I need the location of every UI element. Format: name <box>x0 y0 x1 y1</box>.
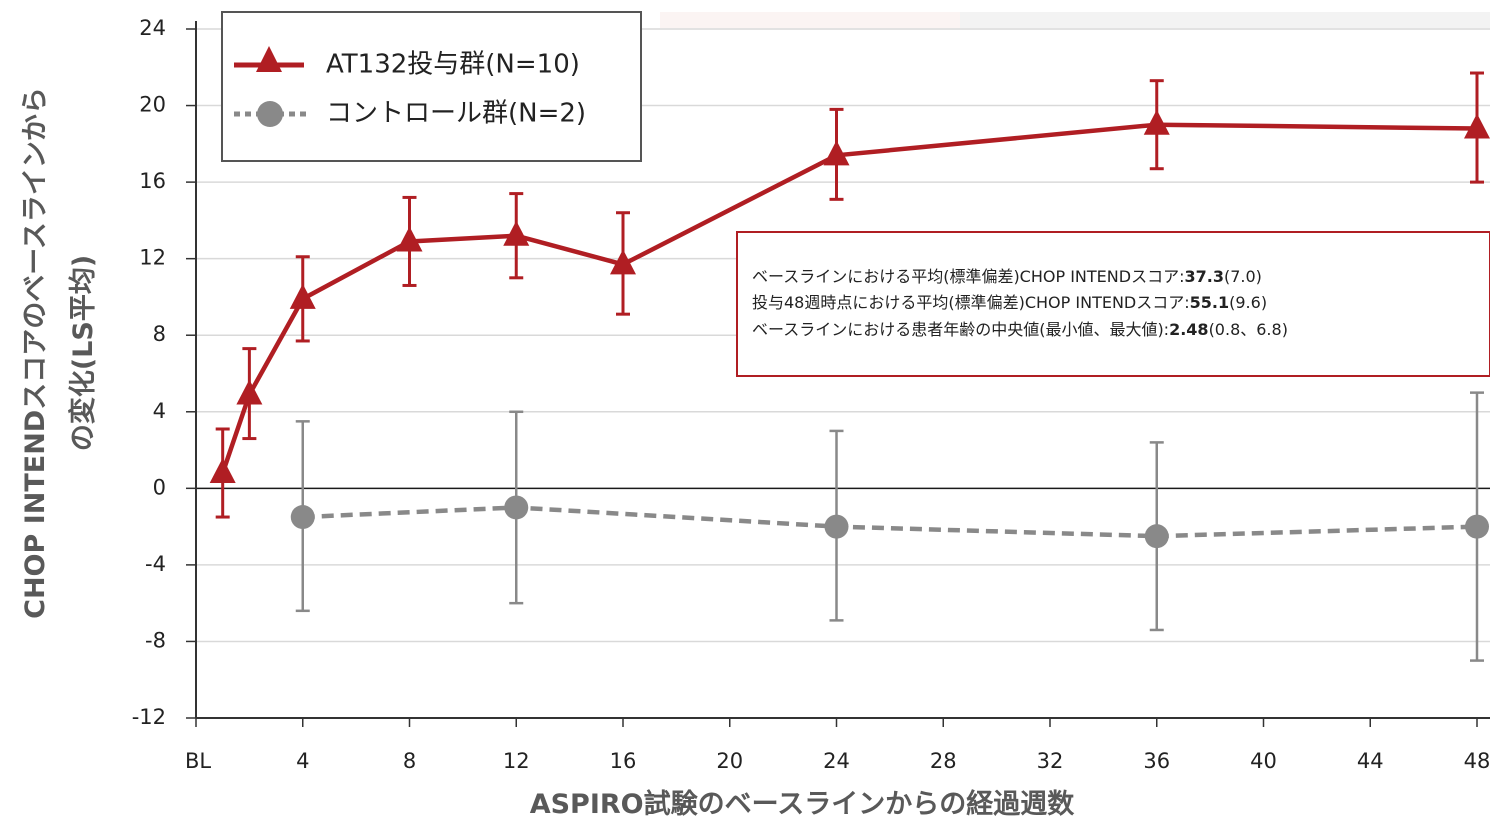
x-tick-label: 16 <box>610 749 637 773</box>
data-point-circle <box>1465 514 1489 539</box>
y-tick-label: 20 <box>139 93 166 117</box>
y-tick-label: 8 <box>153 322 166 346</box>
annotation-line-1: ベースラインにおける平均(標準偏差)CHOP INTENDスコア:37.3(7.… <box>752 267 1262 286</box>
data-point-triangle <box>1143 109 1170 135</box>
legend-box <box>221 11 642 162</box>
x-tick-label: 4 <box>296 749 309 773</box>
data-point-circle <box>1144 524 1169 549</box>
legend-label-control: コントロール群(N=2) <box>326 99 586 129</box>
data-point-circle <box>504 495 529 520</box>
x-tick-label: 44 <box>1357 749 1384 773</box>
y-tick-label: -12 <box>132 705 166 729</box>
x-tick-labels: BL 4 8 12 16 20 24 28 32 36 40 44 48 <box>185 749 1490 773</box>
legend-marker-circle-icon <box>257 101 283 127</box>
x-tick-label: 36 <box>1143 749 1170 773</box>
y-tick-label: 24 <box>139 16 166 40</box>
annotation-frame <box>736 231 1490 377</box>
x-tick-label: 20 <box>716 749 743 773</box>
x-tick-label: BL <box>185 749 211 773</box>
annotation-line-3: ベースラインにおける患者年齢の中央値(最小値、最大値):2.48(0.8、6.8… <box>752 320 1288 339</box>
y-tick-label: -4 <box>145 552 166 576</box>
x-axis-title: ASPIRO試験のベースラインからの経過週数 <box>530 788 1076 820</box>
x-tick-label: 8 <box>403 749 416 773</box>
y-tick-label: 12 <box>139 246 166 270</box>
data-point-triangle <box>503 220 530 246</box>
data-point-triangle <box>823 140 850 166</box>
y-tick-label: 0 <box>153 475 166 499</box>
legend-label-at132: AT132投与群(N=10) <box>326 50 580 80</box>
x-tick-label: 28 <box>930 749 957 773</box>
header-band-grey <box>960 12 1490 28</box>
data-point-triangle <box>610 249 636 275</box>
legend: AT132投与群(N=10) コントロール群(N=2) <box>221 11 642 162</box>
data-point-circle <box>824 514 849 539</box>
x-tick-label: 48 <box>1464 749 1490 773</box>
x-tick-label: 40 <box>1250 749 1277 773</box>
axes <box>186 21 1490 727</box>
x-tick-label: 12 <box>503 749 530 773</box>
data-point-triangle <box>396 226 423 252</box>
series-0 <box>209 71 1490 519</box>
y-axis-title-line2: の変化(LS平均) <box>67 255 99 451</box>
series-1 <box>290 391 1489 662</box>
data-point-triangle <box>1464 113 1490 139</box>
annotation-box: ベースラインにおける平均(標準偏差)CHOP INTENDスコア:37.3(7.… <box>736 231 1490 377</box>
x-tick-label: 32 <box>1037 749 1064 773</box>
data-point-triangle <box>236 379 263 405</box>
y-tick-label: -8 <box>145 628 166 652</box>
y-axis-title-line1: CHOP INTENDスコアのベースラインから <box>20 87 51 619</box>
series-layer <box>209 71 1490 662</box>
data-point-triangle <box>209 458 236 484</box>
data-point-circle <box>290 505 315 530</box>
y-tick-label: 16 <box>139 169 166 193</box>
series-line <box>302 505 1478 539</box>
y-tick-label: 4 <box>153 399 166 423</box>
header-band-light <box>660 12 960 28</box>
x-tick-label: 24 <box>823 749 850 773</box>
data-point-triangle <box>289 283 316 309</box>
y-tick-labels: 24 20 16 12 8 4 0 -4 -8 -12 <box>132 16 166 729</box>
annotation-line-2: 投与48週時点における平均(標準偏差)CHOP INTENDスコア:55.1(9… <box>752 293 1267 312</box>
legend-marker-triangle-icon <box>256 46 282 72</box>
